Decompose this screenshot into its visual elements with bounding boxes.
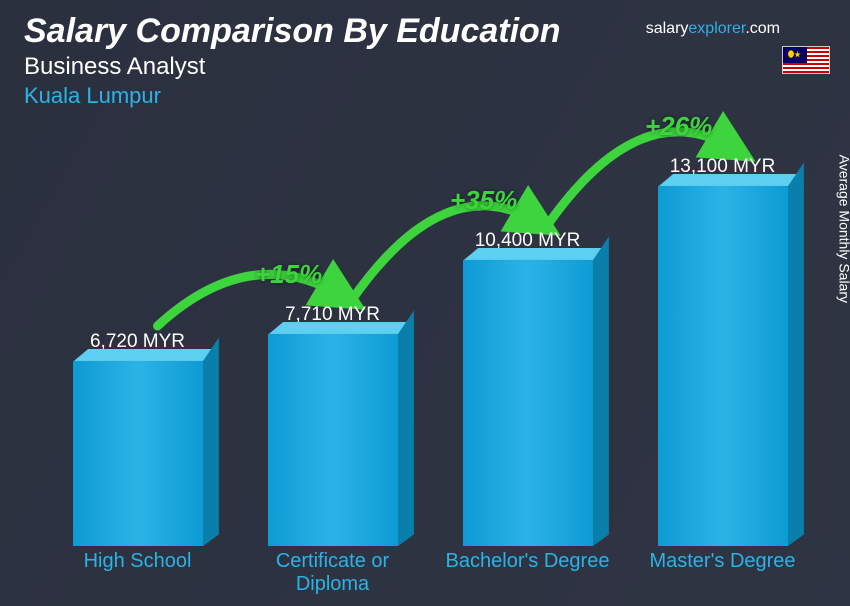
bar-group: 10,400 MYR	[438, 230, 618, 546]
bar-chart: 6,720 MYR7,710 MYR10,400 MYR13,100 MYR H…	[40, 126, 820, 596]
bar-group: 13,100 MYR	[633, 156, 813, 546]
increase-label: +15%	[255, 259, 322, 290]
brand-part1: salary	[646, 20, 689, 37]
y-axis-label: Average Monthly Salary	[836, 155, 850, 303]
x-axis-label: Certificate orDiploma	[243, 550, 423, 596]
bar-group: 6,720 MYR	[48, 331, 228, 546]
country-flag-icon	[782, 46, 830, 74]
brand-part2: explorer	[688, 20, 745, 37]
bar	[268, 334, 398, 546]
chart-location: Kuala Lumpur	[24, 83, 826, 109]
bars-container: 6,720 MYR7,710 MYR10,400 MYR13,100 MYR	[40, 146, 820, 546]
x-axis-labels: High School Certificate orDiploma Bachelor…	[40, 550, 820, 596]
chart-subtitle: Business Analyst	[24, 53, 826, 81]
bar	[463, 260, 593, 546]
bar-group: 7,710 MYR	[243, 304, 423, 546]
increase-label: +26%	[645, 111, 712, 142]
bar	[73, 361, 203, 546]
x-axis-label: Master's Degree	[633, 550, 813, 596]
increase-label: +35%	[450, 185, 517, 216]
x-axis-label: High School	[48, 550, 228, 596]
bar	[658, 186, 788, 546]
x-axis-label: Bachelor's Degree	[438, 550, 618, 596]
brand-logo: salaryexplorer.com	[646, 20, 780, 38]
brand-part3: .com	[745, 20, 780, 37]
